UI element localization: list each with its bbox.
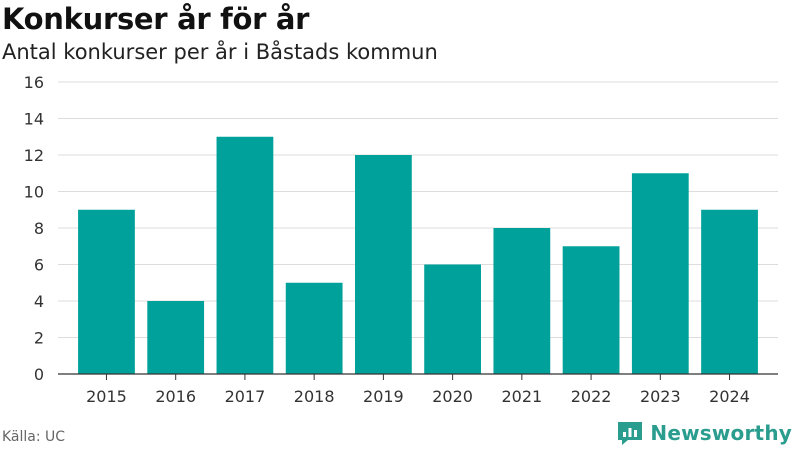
source-note: Källa: UC: [2, 429, 66, 445]
bar-2020: [424, 264, 481, 374]
x-tick-label: 2015: [86, 387, 127, 406]
chart-title: Konkurser år för år: [2, 2, 310, 36]
chart-subtitle: Antal konkurser per år i Båstads kommun: [2, 40, 438, 64]
y-tick-label: 2: [34, 329, 44, 348]
y-tick-label: 14: [24, 110, 44, 129]
y-tick-label: 8: [34, 219, 44, 238]
bar-2021: [493, 228, 551, 374]
bar-2016: [147, 301, 205, 374]
bars: [78, 136, 758, 374]
x-tick-label: 2023: [640, 387, 681, 406]
bar-2022: [562, 246, 620, 374]
brand-logo: Newsworthy: [616, 420, 792, 446]
bar-2015: [78, 209, 135, 374]
y-tick-label: 16: [24, 73, 44, 92]
bar-2018: [285, 282, 343, 374]
bar-2019: [355, 155, 412, 374]
x-tick-label: 2020: [432, 387, 473, 406]
y-tick-label: 6: [34, 256, 44, 275]
x-tick-label: 2022: [571, 387, 612, 406]
y-tick-label: 12: [24, 146, 44, 165]
bar-2017: [216, 136, 274, 374]
x-tick-label: 2016: [155, 387, 196, 406]
y-tick-label: 4: [34, 292, 44, 311]
newsworthy-logo-icon: [618, 422, 643, 445]
x-tick-label: 2021: [501, 387, 542, 406]
y-tick-label: 0: [34, 365, 44, 384]
bar-2024: [701, 209, 758, 374]
x-tick-label: 2024: [709, 387, 750, 406]
x-axis-ticks: 2015 2016 2017 2018 2019 2020 2021 2022 2023 2024: [86, 374, 750, 406]
y-tick-label: 10: [24, 183, 44, 202]
x-tick-label: 2017: [225, 387, 266, 406]
x-tick-label: 2018: [294, 387, 335, 406]
y-axis-ticks: 0 2 4 6 8 10 12 14 16: [24, 73, 44, 384]
bar-2023: [631, 173, 689, 374]
x-tick-label: 2019: [363, 387, 404, 406]
brand-name: Newsworthy: [650, 421, 792, 445]
